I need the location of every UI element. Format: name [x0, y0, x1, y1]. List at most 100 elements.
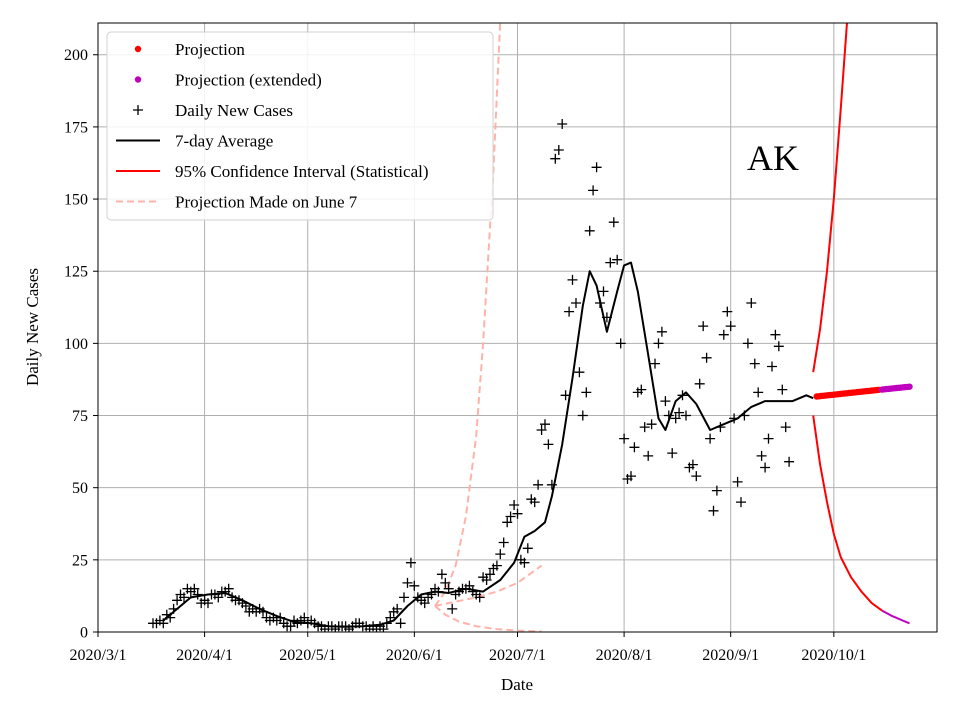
- daily-case-point: [694, 378, 705, 389]
- ci-upper-line: [812, 23, 848, 373]
- daily-case-point: [687, 459, 698, 470]
- daily-case-point: [498, 537, 509, 548]
- daily-case-point: [192, 589, 203, 600]
- daily-case-point: [767, 361, 777, 372]
- daily-case-point: [495, 549, 506, 560]
- legend-label-daily: Daily New Cases: [175, 101, 293, 120]
- y-tick-label: 100: [64, 336, 88, 353]
- daily-case-point: [681, 410, 691, 421]
- daily-case-point: [698, 321, 709, 332]
- daily-case-point: [646, 419, 657, 430]
- axes: 2020/3/1 2020/4/1 2020/5/1 2020/6/1 2020/7/1…: [64, 47, 866, 664]
- daily-case-point: [598, 286, 609, 297]
- daily-case-point: [711, 485, 722, 496]
- daily-case-point: [639, 422, 650, 433]
- june7-projection-upper: [434, 23, 502, 607]
- daily-case-point: [399, 592, 409, 603]
- daily-case-point: [481, 575, 492, 585]
- daily-case-point: [440, 577, 451, 588]
- daily-case-point: [536, 425, 547, 435]
- daily-case-point: [780, 422, 791, 433]
- daily-case-point: [746, 298, 757, 308]
- daily-case-point: [591, 162, 602, 173]
- x-tick-label: 2020/3/1: [70, 647, 127, 664]
- x-tick-label: 2020/4/1: [176, 647, 233, 664]
- daily-case-point: [203, 598, 213, 609]
- daily-case-point: [436, 569, 447, 580]
- daily-case-point: [522, 543, 533, 554]
- x-tick-label: 2020/7/1: [489, 647, 546, 664]
- ci-extended-lower-line: [881, 609, 910, 625]
- daily-case-point: [574, 367, 585, 378]
- legend-label-average: 7-day Average: [175, 132, 273, 151]
- daily-case-point: [172, 595, 183, 606]
- daily-case-point: [533, 479, 544, 490]
- y-tick-label: 200: [64, 47, 88, 64]
- x-tick-label: 2020/10/1: [801, 647, 866, 664]
- daily-case-point: [784, 456, 795, 467]
- daily-case-point: [392, 603, 403, 614]
- daily-case-point: [636, 384, 647, 395]
- y-axis-label: Daily New Cases: [23, 268, 42, 386]
- daily-case-point: [674, 407, 685, 418]
- daily-case-point: [567, 274, 578, 285]
- y-tick-label: 0: [80, 625, 88, 642]
- daily-case-point: [179, 592, 189, 603]
- daily-case-point: [705, 433, 716, 444]
- daily-case-point: [629, 442, 640, 453]
- x-tick-label: 2020/8/1: [596, 647, 653, 664]
- daily-case-point: [605, 257, 616, 268]
- daily-case-point: [650, 358, 660, 369]
- legend-marker-projection: [134, 45, 142, 53]
- y-tick-label: 150: [64, 192, 88, 209]
- legend: Projection Projection (extended) Daily New…: [106, 31, 494, 221]
- daily-case-point: [447, 603, 458, 614]
- x-tick-label: 2020/5/1: [279, 647, 336, 664]
- y-tick-label: 125: [64, 264, 88, 281]
- daily-case-point: [519, 557, 530, 568]
- seven-day-average-line: [162, 261, 814, 628]
- daily-case-point: [395, 618, 406, 629]
- y-tick-label: 50: [72, 480, 88, 497]
- y-tick-label: 175: [64, 119, 88, 136]
- x-tick-label: 2020/6/1: [386, 647, 443, 664]
- daily-case-point: [474, 592, 485, 603]
- projection-extended-point: [906, 383, 913, 390]
- daily-case-point: [543, 439, 554, 450]
- daily-case-point: [615, 338, 626, 349]
- daily-case-point: [505, 511, 516, 522]
- legend-label-projection_extended: Projection (extended): [175, 71, 322, 90]
- daily-case-point: [546, 479, 557, 490]
- y-tick-label: 25: [72, 552, 88, 569]
- daily-case-point: [656, 326, 667, 337]
- daily-case-point: [588, 185, 599, 196]
- daily-case-point: [626, 471, 636, 482]
- daily-case-point: [571, 298, 581, 308]
- legend-box: [106, 31, 494, 221]
- daily-case-point: [667, 448, 678, 459]
- daily-case-point: [405, 557, 416, 568]
- daily-case-point: [584, 225, 595, 236]
- daily-case-point: [502, 517, 513, 528]
- june7-projection-middle: [434, 564, 543, 607]
- daily-case-point: [529, 497, 540, 508]
- legend-marker-projection_extended: [134, 76, 142, 83]
- daily-case-point: [753, 387, 764, 398]
- y-tick-label: 75: [72, 408, 88, 425]
- daily-case-point: [419, 598, 430, 609]
- daily-case-point: [701, 352, 712, 363]
- june7-projection-lower: [434, 605, 542, 632]
- daily-case-point: [670, 413, 681, 424]
- daily-case-point: [732, 476, 743, 487]
- daily-case-point: [581, 387, 592, 398]
- daily-case-point: [722, 306, 733, 317]
- daily-case-point: [550, 153, 561, 164]
- x-axis-label: Date: [501, 675, 533, 694]
- daily-case-point: [749, 358, 760, 369]
- ci-lower-line: [812, 415, 883, 612]
- daily-case-point: [653, 338, 664, 349]
- daily-case-point: [612, 254, 623, 265]
- daily-case-point: [660, 396, 671, 407]
- legend-label-june7: Projection Made on June 7: [175, 193, 358, 212]
